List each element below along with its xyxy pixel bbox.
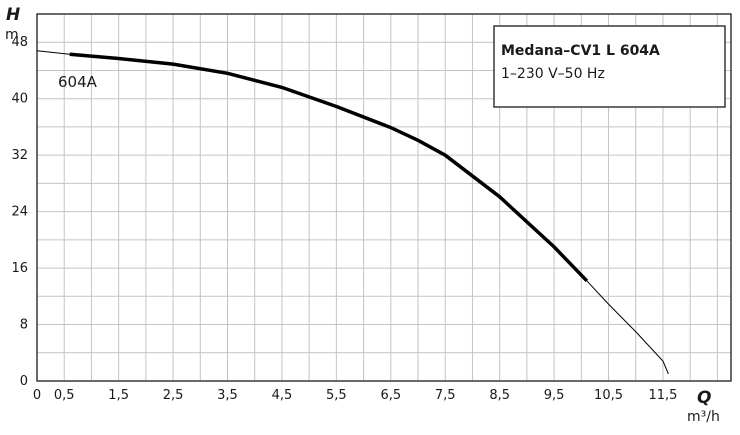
x-tick-labels: 0 0,5 1,5 2,5 3,5 4,5 5,5 6,5 7,5 8,5 9,5 10,5 11,5 <box>33 388 678 403</box>
y-axis-letter: H <box>6 5 20 25</box>
y-tick-label: 40 <box>11 92 28 107</box>
x-tick-label: 1,5 <box>108 388 129 403</box>
grid-lines <box>37 14 731 381</box>
x-tick-label: 10,5 <box>594 388 623 403</box>
y-axis-unit: m <box>5 27 19 43</box>
x-tick-label: 6,5 <box>380 388 401 403</box>
y-tick-label: 32 <box>11 148 28 163</box>
x-axis-unit: m³/h <box>687 409 720 425</box>
x-axis-letter: Q <box>697 388 711 408</box>
x-tick-label: 0 <box>33 388 41 403</box>
y-tick-label: 8 <box>20 318 28 333</box>
y-tick-label: 0 <box>20 374 28 389</box>
y-tick-label: 16 <box>11 261 28 276</box>
legend-title: Medana–CV1 L 604A <box>501 43 660 59</box>
curve-label: 604A <box>58 73 98 91</box>
legend-box: Medana–CV1 L 604A 1–230 V–50 Hz <box>493 25 726 108</box>
y-tick-labels: 0 8 16 24 32 40 48 <box>11 35 28 389</box>
x-tick-label: 4,5 <box>272 388 293 403</box>
y-tick-label: 48 <box>11 35 28 50</box>
x-tick-label: 3,5 <box>217 388 238 403</box>
x-tick-label: 2,5 <box>163 388 184 403</box>
legend-subtitle: 1–230 V–50 Hz <box>501 66 605 82</box>
curves <box>36 50 669 375</box>
y-tick-label: 24 <box>11 205 28 220</box>
x-tick-label: 0,5 <box>54 388 75 403</box>
x-tick-label: 8,5 <box>489 388 510 403</box>
x-tick-label: 5,5 <box>326 388 347 403</box>
curve-604a-operating-range <box>69 52 589 283</box>
x-tick-label: 7,5 <box>435 388 456 403</box>
plot-frame <box>36 13 732 382</box>
x-tick-label: 11,5 <box>648 388 677 403</box>
x-tick-label: 9,5 <box>544 388 565 403</box>
